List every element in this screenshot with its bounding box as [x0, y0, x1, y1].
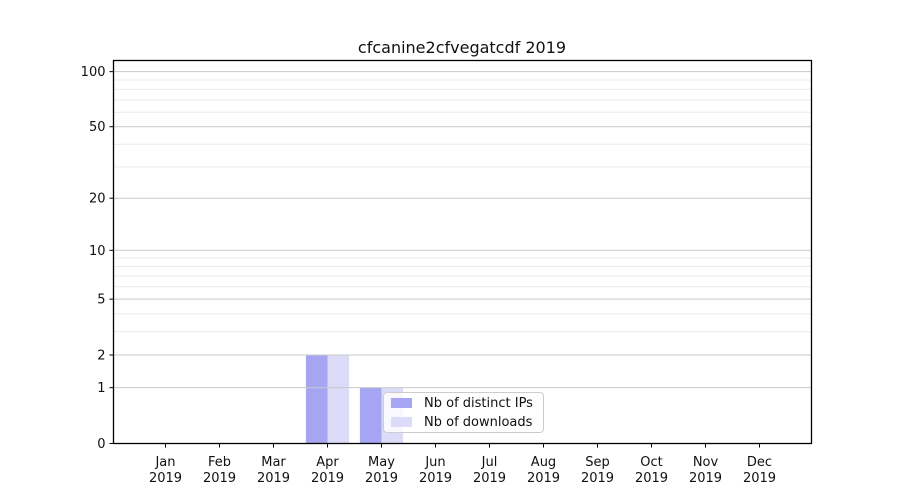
x-tick-label-year: 2019	[635, 471, 668, 486]
bar-distinct-ips	[305, 354, 328, 444]
x-tick-label-year: 2019	[743, 471, 776, 486]
y-tick-label: 1	[97, 381, 105, 396]
x-tick-label-month: Nov	[693, 455, 719, 470]
y-tick-label: 5	[97, 293, 105, 308]
bar-distinct-ips	[359, 387, 382, 444]
y-tick-label: 0	[97, 437, 105, 452]
y-tick-label: 2	[97, 348, 105, 363]
y-tick-label: 10	[89, 244, 106, 259]
legend-entry-distinct-ips: Nb of distinct IPs	[391, 394, 543, 413]
bar-downloads	[327, 354, 350, 444]
chart-title: cfcanine2cfvegatcdf 2019	[357, 38, 567, 57]
x-tick-label-month: May	[368, 455, 395, 470]
x-tick-label-month: Apr	[316, 455, 339, 470]
x-tick-label-month: Feb	[208, 455, 231, 470]
legend-label-downloads: Nb of downloads	[424, 414, 533, 430]
x-tick-label-year: 2019	[581, 471, 614, 486]
x-tick-label-month: Jun	[424, 455, 445, 470]
x-tick-label-month: Sep	[585, 455, 610, 470]
legend-label-distinct-ips: Nb of distinct IPs	[424, 395, 533, 411]
x-tick-label-month: Mar	[261, 455, 286, 470]
x-tick-label-year: 2019	[203, 471, 236, 486]
x-tick-label-year: 2019	[149, 471, 182, 486]
x-tick-label-year: 2019	[527, 471, 560, 486]
y-tick-label: 100	[81, 65, 106, 80]
x-tick-label-year: 2019	[473, 471, 506, 486]
legend-entry-downloads: Nb of downloads	[391, 413, 543, 432]
x-tick-label-year: 2019	[689, 471, 722, 486]
x-tick-label-year: 2019	[365, 471, 398, 486]
x-tick-label-month: Dec	[747, 455, 772, 470]
x-tick-label-year: 2019	[257, 471, 290, 486]
x-tick-label-month: Aug	[531, 455, 556, 470]
y-tick-label: 50	[89, 120, 106, 135]
y-tick-label: 20	[89, 192, 106, 207]
x-tick-label-month: Jan	[154, 455, 175, 470]
x-tick-label-month: Oct	[640, 455, 662, 470]
legend-swatch-downloads	[391, 417, 412, 427]
legend: Nb of distinct IPs Nb of downloads	[383, 392, 544, 433]
x-tick-label-month: Jul	[481, 455, 498, 470]
plot-border	[112, 59, 813, 445]
legend-swatch-distinct-ips	[391, 398, 412, 408]
x-tick-label-year: 2019	[419, 471, 452, 486]
x-tick-label-year: 2019	[311, 471, 344, 486]
